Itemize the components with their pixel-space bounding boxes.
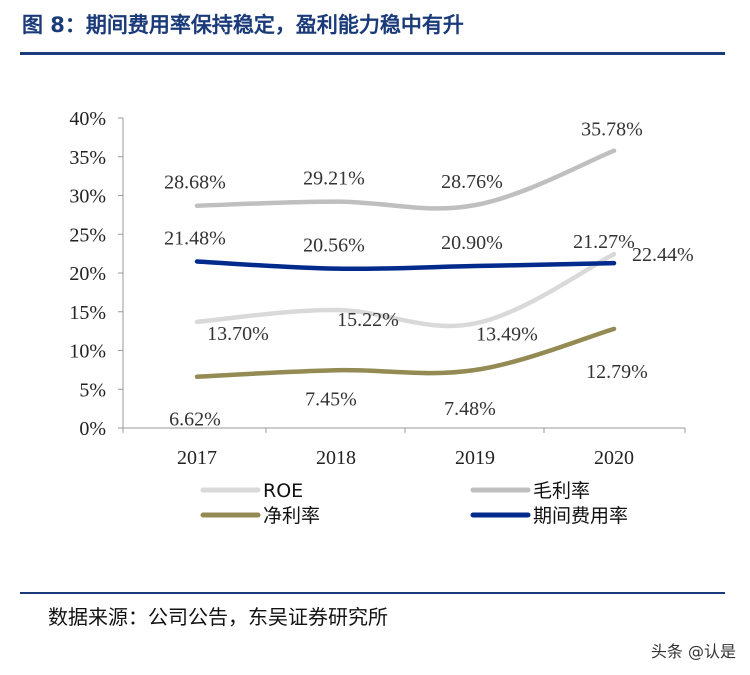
legend-label: 净利率 xyxy=(263,505,320,527)
data-label: 20.56% xyxy=(303,235,365,257)
source-note: 数据来源：公司公告，东吴证券研究所 xyxy=(48,605,388,629)
figure-title-bar: 图 8：期间费用率保持稳定，盈利能力稳中有升 xyxy=(0,0,750,50)
data-label: 20.90% xyxy=(441,232,503,254)
data-label: 28.68% xyxy=(164,172,226,194)
source-rule xyxy=(20,592,725,594)
x-tick-label: 2018 xyxy=(316,447,356,469)
y-tick-label: 15% xyxy=(69,302,106,324)
data-label: 29.21% xyxy=(303,168,365,190)
y-tick-label: 30% xyxy=(69,186,106,208)
line-chart: 0% 5% 10% 15% 20% 25% 30% 35% 40% 2017 2018 2019 202… xyxy=(69,108,694,527)
y-tick-label: 0% xyxy=(79,418,106,440)
data-label: 35.78% xyxy=(581,119,643,141)
data-label: 12.79% xyxy=(586,361,648,383)
watermark: 头条 @认是 xyxy=(650,642,736,661)
y-tick-label: 40% xyxy=(69,108,106,130)
y-tick-label: 25% xyxy=(69,224,106,246)
data-label: 7.45% xyxy=(305,388,357,410)
data-label: 13.70% xyxy=(207,323,269,345)
data-label: 28.76% xyxy=(441,171,503,193)
data-label: 15.22% xyxy=(337,309,399,331)
data-label: 21.48% xyxy=(164,228,226,250)
x-tick-label: 2020 xyxy=(594,447,634,469)
series-line-毛利率 xyxy=(194,148,617,211)
y-tick-label: 5% xyxy=(79,379,106,401)
y-tick-label: 20% xyxy=(69,263,106,285)
data-label: 21.27% xyxy=(573,231,635,253)
series-line-ROE xyxy=(194,251,617,329)
series-line-期间费用率 xyxy=(194,259,617,272)
y-tick-label: 35% xyxy=(69,147,106,169)
legend-label: 期间费用率 xyxy=(533,505,628,527)
y-tick-label: 10% xyxy=(69,341,106,363)
series-line-净利率 xyxy=(194,326,617,379)
data-label: 13.49% xyxy=(476,323,538,345)
data-label: 22.44% xyxy=(632,244,694,266)
legend-label: ROE xyxy=(263,480,303,502)
x-tick-label: 2017 xyxy=(177,447,217,469)
data-label: 6.62% xyxy=(169,409,221,431)
x-tick-label: 2019 xyxy=(455,447,495,469)
legend-label: 毛利率 xyxy=(533,480,590,502)
data-label: 7.48% xyxy=(444,398,496,420)
title-rule xyxy=(20,52,725,55)
figure-title: 图 8：期间费用率保持稳定，盈利能力稳中有升 xyxy=(22,13,464,37)
